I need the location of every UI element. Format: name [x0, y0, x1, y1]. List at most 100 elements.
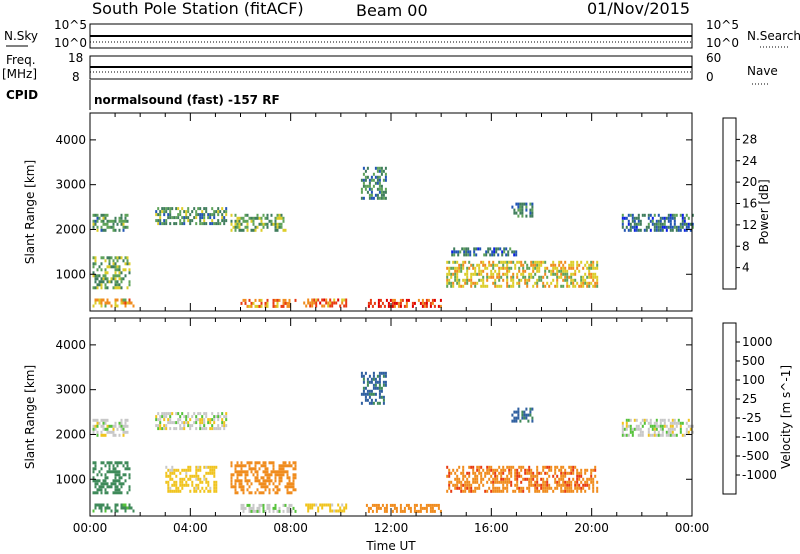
echo-cell	[472, 489, 475, 493]
echo-cell	[161, 427, 164, 431]
echo-cell	[104, 228, 107, 232]
echo-cell	[290, 509, 293, 513]
echo-cell	[100, 228, 103, 232]
echo-cell	[159, 219, 162, 223]
echo-cell	[215, 465, 218, 469]
echo-cell	[532, 275, 535, 279]
echo-cell	[187, 477, 190, 481]
echo-cell	[258, 298, 261, 302]
echo-cell	[122, 277, 125, 281]
echo-cell	[494, 486, 497, 490]
echo-cell	[219, 210, 222, 214]
echo-cell	[171, 471, 174, 475]
echo-cell	[382, 190, 385, 194]
echo-cell	[240, 222, 243, 226]
echo-cell	[469, 250, 472, 254]
echo-cell	[596, 275, 599, 279]
echo-cell	[185, 415, 188, 419]
echo-cell	[112, 259, 115, 263]
echo-cell	[475, 253, 478, 257]
echo-cell	[531, 416, 534, 420]
echo-cell	[516, 474, 519, 478]
echo-cell	[120, 427, 123, 431]
echo-cell	[280, 479, 283, 483]
echo-cell	[278, 473, 281, 477]
echo-cell	[560, 471, 563, 475]
echo-cell	[536, 474, 539, 478]
echo-cell	[627, 433, 630, 437]
echo-cell	[128, 503, 131, 507]
echo-cell	[262, 482, 265, 486]
echo-cell	[155, 424, 158, 428]
echo-cell	[554, 284, 557, 288]
echo-cell	[96, 479, 99, 483]
echo-cell	[446, 272, 449, 276]
echo-cell	[380, 389, 383, 393]
echo-cell	[637, 216, 640, 220]
echo-cell	[104, 213, 107, 217]
echo-cell	[625, 225, 628, 229]
echo-cell	[467, 250, 470, 254]
echo-cell	[179, 418, 182, 422]
echo-cell	[562, 489, 565, 493]
echo-cell	[92, 271, 95, 275]
echo-cell	[159, 213, 162, 217]
beam-title: Beam 00	[356, 1, 428, 20]
echo-cell	[504, 480, 507, 484]
echo-cell	[276, 228, 279, 232]
echo-cell	[130, 506, 133, 510]
echo-cell	[429, 301, 432, 305]
echo-cell	[564, 269, 567, 273]
echo-cell	[110, 470, 113, 474]
echo-cell	[524, 471, 527, 475]
echo-cell	[663, 225, 666, 229]
echo-cell	[669, 213, 672, 217]
echo-cell	[329, 506, 332, 510]
echo-cell	[315, 301, 318, 305]
colorbar-tick-label: -1000	[742, 468, 777, 482]
echo-cell	[552, 263, 555, 267]
echo-cell	[264, 470, 267, 474]
echo-cell	[262, 491, 265, 495]
echo-cell	[401, 509, 404, 513]
echo-cell	[534, 272, 537, 276]
colorbar-tick-label: -100	[742, 430, 769, 444]
echo-cell	[540, 477, 543, 481]
echo-cell	[217, 219, 220, 223]
echo-cell	[205, 477, 208, 481]
echo-cell	[378, 190, 381, 194]
echo-cell	[213, 474, 216, 478]
echo-cell	[476, 465, 479, 469]
echo-cell	[240, 228, 243, 232]
echo-cell	[225, 219, 228, 223]
echo-cell	[116, 268, 119, 272]
echo-cell	[480, 278, 483, 282]
echo-cell	[594, 465, 597, 469]
echo-cell	[588, 275, 591, 279]
echo-cell	[272, 467, 275, 471]
echo-cell	[157, 207, 160, 211]
echo-cell	[94, 491, 97, 495]
echo-cell	[238, 225, 241, 229]
echo-cell	[519, 202, 522, 206]
echo-cell	[513, 208, 516, 212]
echo-cell	[486, 266, 489, 270]
echo-cell	[248, 479, 251, 483]
echo-cell	[590, 480, 593, 484]
echo-cell	[687, 216, 690, 220]
echo-cell	[173, 222, 176, 226]
echo-cell	[211, 222, 214, 226]
echo-cell	[165, 219, 168, 223]
echo-cell	[572, 266, 575, 270]
echo-cell	[238, 473, 241, 477]
echo-cell	[526, 281, 529, 285]
echo-cell	[362, 374, 365, 378]
echo-cell	[230, 479, 233, 483]
echo-cell	[592, 486, 595, 490]
echo-cell	[399, 506, 402, 510]
echo-cell	[250, 506, 253, 510]
echo-cell	[465, 250, 468, 254]
echo-cell	[494, 474, 497, 478]
echo-cell	[116, 470, 119, 474]
echo-cell	[185, 421, 188, 425]
